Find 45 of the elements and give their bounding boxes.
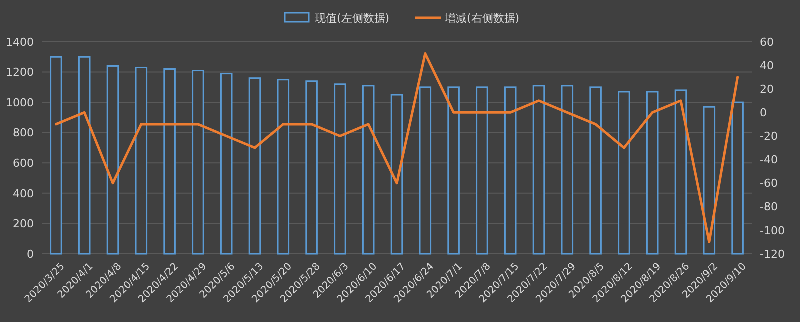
y2-tick-label: -120 — [760, 248, 785, 261]
bar — [732, 102, 744, 255]
y2-tick-label: -20 — [760, 130, 778, 144]
y2-tick-label: 0 — [760, 106, 767, 120]
y-tick-label: 1400 — [6, 36, 34, 49]
bar — [476, 86, 488, 255]
y-tick-label: 600 — [13, 156, 34, 170]
bar — [532, 85, 546, 255]
bar — [561, 85, 574, 255]
bar — [192, 70, 204, 255]
bar — [419, 86, 432, 255]
bar — [50, 56, 62, 255]
y-tick-label: 0 — [27, 248, 34, 261]
bar — [306, 80, 318, 255]
line-series — [54, 52, 740, 244]
y2-tick-label: -40 — [760, 154, 778, 167]
y2-tick-label: -60 — [760, 177, 778, 190]
y-tick-label: 800 — [13, 126, 34, 140]
bar — [164, 68, 176, 255]
bar — [618, 91, 630, 255]
y-tick-label: 400 — [13, 187, 34, 200]
bar — [674, 90, 688, 255]
y2-tick-label: -100 — [760, 224, 785, 238]
bar — [646, 91, 659, 255]
bar — [590, 86, 602, 255]
bar — [448, 86, 460, 255]
bar — [504, 86, 517, 255]
bar — [135, 66, 148, 255]
legend-label: 现值(左侧数据) — [315, 12, 390, 25]
bar — [334, 84, 346, 255]
y2-tick-label: 60 — [760, 36, 774, 49]
y-tick-label: 1000 — [6, 96, 34, 110]
y-tick-label: 1200 — [6, 66, 34, 80]
bar — [220, 73, 233, 255]
y2-tick-label: 40 — [760, 59, 774, 72]
y-tick-label: 200 — [13, 218, 34, 231]
bar — [78, 56, 91, 255]
y2-tick-label: -80 — [760, 200, 778, 214]
y2-tick-label: 20 — [760, 82, 774, 96]
bar — [277, 79, 290, 255]
bar — [106, 65, 120, 255]
bar — [362, 85, 375, 255]
bar — [390, 94, 404, 255]
legend-label: 增减(右侧数据) — [444, 12, 520, 25]
bar — [248, 78, 262, 255]
